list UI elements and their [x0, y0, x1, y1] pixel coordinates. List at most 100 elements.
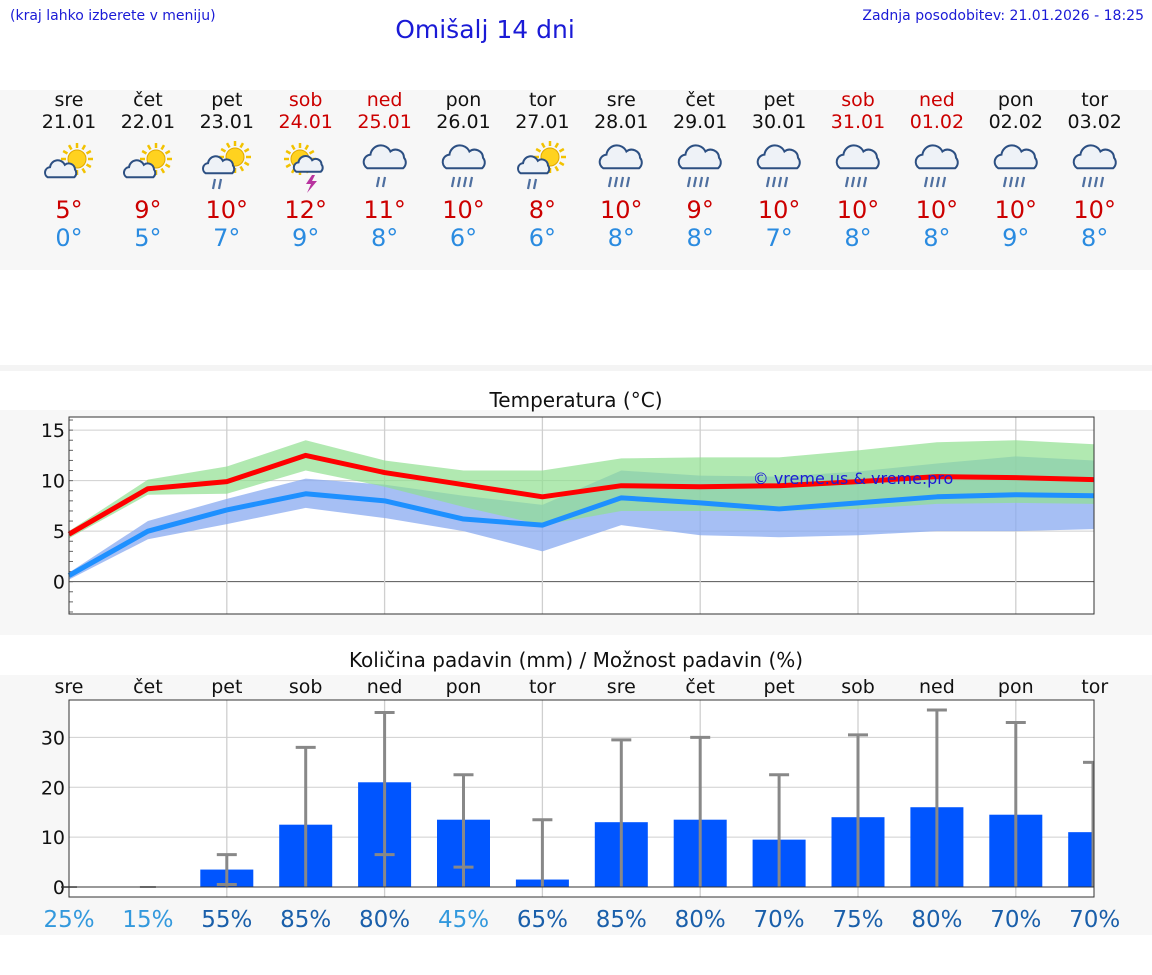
temp-min: 8° [370, 224, 399, 252]
precipitation-probability: 70% [754, 907, 805, 933]
precipitation-probability: 85% [280, 907, 331, 933]
day-date: 01.02 [909, 111, 965, 133]
temp-min: 8° [1081, 224, 1109, 252]
cloud-heavy-rain-icon [756, 144, 801, 188]
precipitation-y-tick-label: 30 [41, 727, 65, 749]
day-name: tor [1081, 89, 1109, 111]
precipitation-y-tick-label: 0 [53, 877, 65, 899]
day-date: 28.01 [594, 111, 649, 133]
day-column: ned 25.01 11° 8° [345, 89, 425, 252]
temp-max: 12° [284, 196, 327, 224]
precipitation-day-label: ned [367, 676, 403, 698]
sun-cloud-icon [122, 143, 172, 179]
day-name: ned [918, 89, 955, 111]
day-column: pet 30.01 10° 7° [739, 89, 819, 252]
day-column: sob 24.01 12° 9° [266, 89, 346, 252]
day-column: pon 02.02 10° 9° [976, 89, 1056, 252]
temperature-y-tick-label: 5 [53, 521, 65, 543]
cloud-heavy-rain-icon [441, 144, 486, 188]
day-name: sre [606, 89, 636, 111]
cloud-heavy-rain-icon [599, 144, 644, 188]
precipitation-probability: 25% [43, 907, 94, 933]
day-name: sob [841, 89, 875, 111]
sun-cloud-rain-icon [517, 141, 567, 190]
sun-cloud-icon [44, 143, 93, 179]
max-temperature-line [67, 452, 1095, 537]
day-column: sob 31.01 10° 8° [818, 89, 898, 252]
day-date: 24.01 [278, 111, 333, 133]
daily-forecast-panel: sre 21.01 5° 0° čet 22.01 9° 5° pet 23.01 10° 7° sob… [0, 89, 1152, 270]
temp-max: 10° [442, 196, 485, 224]
temp-min: 5° [134, 224, 162, 252]
precipitation-day-label: tor [529, 676, 556, 698]
day-date: 21.01 [41, 111, 97, 133]
day-date: 31.01 [830, 111, 886, 133]
day-date: 29.01 [672, 111, 728, 133]
day-name: čet [133, 89, 163, 111]
precipitation-day-label: čet [685, 676, 715, 698]
precipitation-day-label: sob [841, 676, 875, 698]
precipitation-day-label: ned [919, 676, 955, 698]
temp-min: 7° [765, 224, 793, 252]
precipitation-probability: 80% [359, 907, 410, 933]
day-name: pon [445, 89, 482, 111]
cloud-heavy-rain-icon [835, 144, 880, 188]
temp-max: 10° [915, 196, 959, 224]
day-column: ned 01.02 10° 8° [897, 89, 977, 252]
precipitation-probability: 80% [911, 907, 962, 933]
sun-cloud-rain-icon [201, 141, 251, 190]
precipitation-probability: 75% [832, 907, 883, 933]
day-name: ned [366, 89, 403, 111]
precipitation-probability: 45% [438, 907, 489, 933]
temp-min: 0° [55, 224, 83, 252]
temp-min: 8° [923, 224, 951, 252]
precipitation-bar [1068, 832, 1094, 888]
day-name: tor [528, 89, 556, 111]
day-column: sre 28.01 10° 8° [581, 89, 661, 252]
temp-min: 6° [528, 224, 557, 252]
temp-min: 9° [292, 224, 320, 252]
precipitation-chart-title: Količina padavin (mm) / Možnost padavin … [348, 648, 804, 672]
precipitation-day-label: sre [607, 676, 636, 698]
precipitation-day-label: pon [446, 676, 482, 698]
temp-min: 6° [449, 224, 478, 252]
min-temperature-line [67, 491, 1095, 578]
cloud-rain-icon [362, 144, 407, 188]
precipitation-plot-frame [68, 699, 1095, 898]
day-date: 30.01 [751, 111, 807, 133]
day-name: sob [288, 89, 323, 111]
day-column: tor 27.01 8° 6° [502, 89, 582, 252]
precipitation-day-label: pet [763, 676, 794, 698]
precipitation-probability: 65% [517, 907, 568, 933]
precipitation-probability: 70% [1069, 907, 1120, 933]
temp-min: 9° [1002, 224, 1030, 252]
temp-max: 10° [757, 196, 801, 224]
menu-hint-text: (kraj lahko izberete v meniju) [10, 8, 216, 24]
day-name: čet [685, 89, 715, 111]
day-date: 03.02 [1067, 111, 1122, 133]
precipitation-probability: 15% [122, 907, 173, 933]
temp-min: 8° [844, 224, 872, 252]
temp-max: 9° [686, 196, 714, 224]
precipitation-day-label: sob [289, 676, 323, 698]
precipitation-probability: 80% [675, 907, 726, 933]
day-date: 22.01 [120, 111, 176, 133]
precipitation-probability: 55% [201, 907, 252, 933]
temp-max: 10° [1073, 196, 1116, 224]
temp-min: 8° [686, 224, 714, 252]
day-name: sre [54, 89, 84, 111]
precipitation-day-label: čet [133, 676, 163, 698]
temperature-y-tick-label: 15 [41, 420, 65, 442]
precipitation-probability: 70% [990, 907, 1041, 933]
watermark-text: © vreme.us & vreme.pro [753, 469, 954, 488]
last-updated-text: Zadnja posodobitev: 21.01.2026 - 18:25 [862, 8, 1144, 24]
separator [0, 365, 1152, 371]
temperature-y-tick-label: 0 [53, 572, 65, 594]
precipitation-day-label: sre [55, 676, 84, 698]
temp-max: 5° [55, 196, 83, 224]
day-date: 02.02 [988, 111, 1043, 133]
sun-cloud-thunder-icon [283, 143, 324, 193]
temp-min: 7° [213, 224, 241, 252]
day-name: pon [997, 89, 1034, 111]
